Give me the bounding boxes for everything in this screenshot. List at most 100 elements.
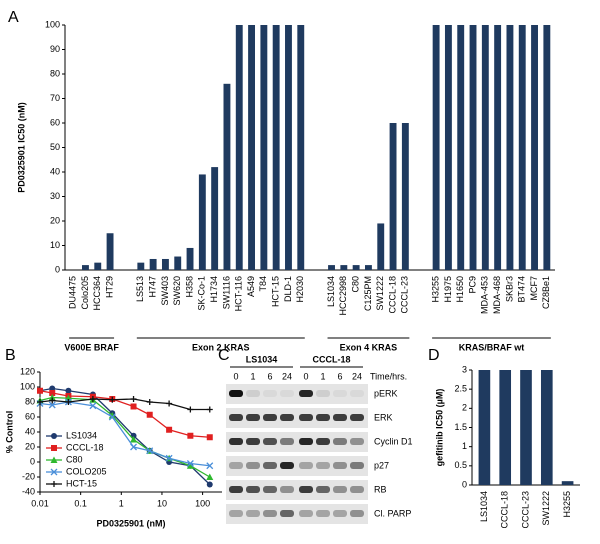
bar (561, 481, 574, 485)
bar (401, 123, 409, 270)
bar (478, 370, 491, 485)
blot-band (316, 510, 330, 517)
y-tick-label: 30 (50, 191, 60, 201)
x-tick-label: DU4475 (68, 276, 78, 309)
blot-band (299, 462, 313, 469)
bar (328, 265, 335, 270)
panel-label: B (5, 347, 16, 364)
blot-band (316, 438, 330, 445)
x-tick-label: LS1034 (479, 491, 489, 522)
time-axis-label: Time/hrs. (370, 371, 407, 381)
y-tick-label: 0 (30, 456, 35, 466)
x-tick-label: Colo205 (80, 276, 90, 310)
bar (260, 25, 268, 270)
marker (166, 400, 173, 407)
y-tick-label: 2.5 (454, 384, 467, 394)
marker (187, 432, 194, 439)
bar (518, 25, 526, 270)
marker (108, 412, 116, 419)
marker (146, 399, 153, 405)
bar (272, 25, 280, 270)
x-tick-label: A549 (246, 276, 256, 297)
bar (211, 167, 219, 270)
marker (206, 406, 213, 413)
bar (444, 25, 452, 270)
x-tick-label: LS1034 (326, 276, 336, 307)
x-tick-label: HCC2998 (338, 276, 348, 316)
x-tick-label: CCCL-23 (520, 491, 530, 529)
x-tick-label: 10 (157, 498, 167, 508)
y-tick-label: -40 (22, 486, 35, 496)
x-tick-label: H3255 (562, 491, 572, 518)
marker (49, 390, 56, 396)
blot-band (246, 438, 260, 445)
x-tick-label: HCT-15 (271, 276, 281, 307)
y-tick-label: 120 (20, 366, 35, 376)
bar (494, 25, 502, 270)
time-label: 24 (352, 371, 362, 381)
x-axis-title: PD0325901 (nM) (96, 518, 165, 528)
x-tick-label: SKBr3 (504, 276, 514, 302)
panel-label: C (218, 347, 230, 364)
blot-band (280, 414, 294, 421)
y-tick-label: 20 (50, 215, 60, 225)
x-tick-label: SW1116 (221, 276, 231, 309)
marker (37, 399, 43, 405)
y-tick-label: 90 (50, 44, 60, 54)
bar (469, 25, 477, 270)
y-axis-title: PD0325901 IC50 (nM) (16, 102, 26, 193)
blot-band (299, 390, 313, 397)
bar (94, 262, 102, 270)
blot-band (280, 390, 294, 397)
bar (457, 25, 465, 270)
time-label: 6 (337, 371, 342, 381)
x-tick-label: H1734 (209, 276, 219, 303)
marker (146, 447, 154, 455)
blot-band (246, 462, 260, 469)
blot-band (299, 438, 313, 445)
bar (377, 223, 385, 270)
blot-strip (226, 480, 368, 500)
marker (65, 399, 72, 405)
panel-label: D (428, 347, 440, 364)
blot-band (263, 486, 277, 493)
y-tick-label: 2 (462, 403, 467, 413)
series-line (39, 401, 210, 467)
bar (520, 370, 532, 485)
bar (364, 265, 372, 270)
x-tick-label: DLD-1 (283, 276, 293, 302)
y-tick-label: 70 (50, 93, 60, 103)
row-label: RB (374, 484, 387, 494)
marker (206, 434, 213, 441)
blot-band (316, 462, 330, 469)
marker (48, 394, 56, 401)
marker (166, 426, 173, 433)
blot-band (316, 390, 330, 397)
blot-strip (226, 432, 368, 452)
marker (146, 411, 153, 418)
y-tick-label: 40 (50, 166, 60, 176)
group-label: Exon 4 KRAS (340, 342, 398, 352)
blot-band (280, 438, 294, 445)
legend-label: COLO205 (66, 466, 107, 476)
x-tick-label: H747 (148, 276, 158, 298)
row-label: p27 (374, 460, 389, 470)
blot-band (299, 486, 313, 493)
bar (82, 265, 89, 270)
y-tick-label: 10 (50, 240, 60, 250)
bar (352, 265, 360, 270)
marker (89, 402, 97, 410)
series-line (39, 390, 210, 438)
blot-band (280, 486, 294, 493)
bar (389, 123, 397, 270)
x-tick-label: HT29 (104, 276, 114, 298)
legend-marker (51, 445, 57, 451)
x-tick-label: SW620 (172, 276, 182, 306)
blot-band (229, 390, 243, 397)
x-tick-label: CCCL-23 (400, 276, 410, 314)
blot-band (229, 510, 243, 517)
y-tick-label: 1 (462, 441, 467, 451)
series-line (39, 398, 210, 411)
time-label: 0 (303, 371, 308, 381)
